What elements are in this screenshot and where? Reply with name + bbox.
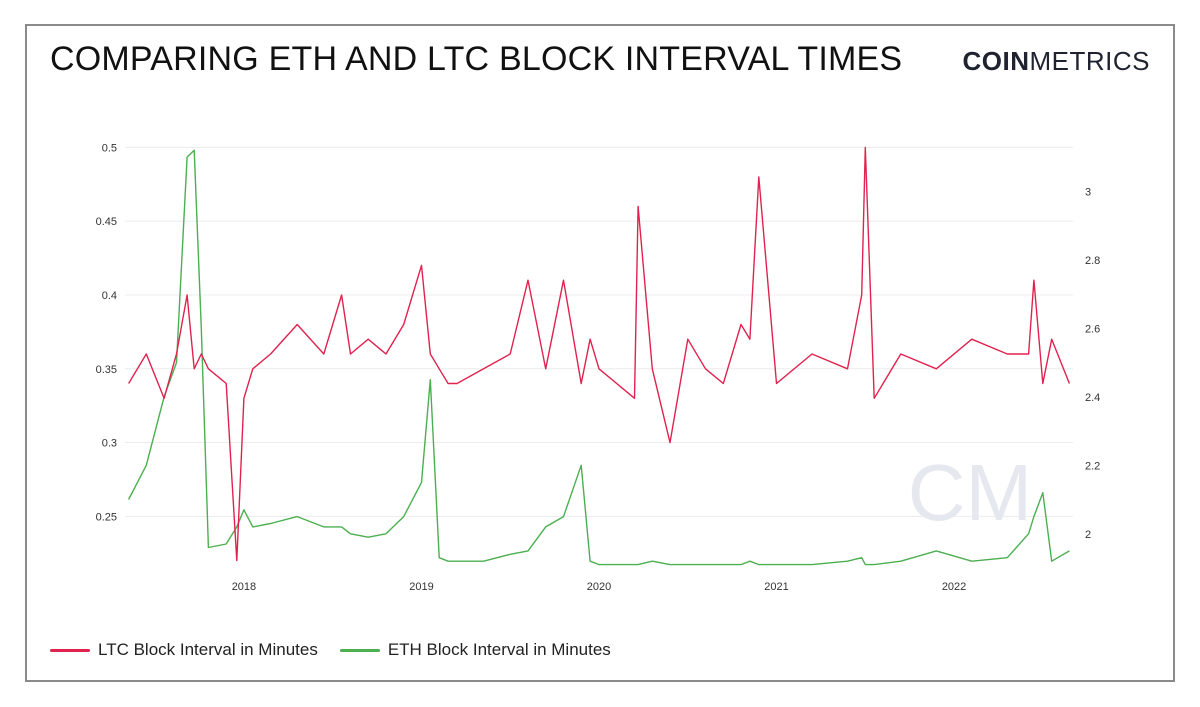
y-left-tick-label: 0.3 (102, 438, 117, 450)
x-tick-label: 2022 (942, 581, 966, 593)
grid-lines (125, 146, 1073, 517)
watermark-logo: CM (908, 448, 1032, 537)
x-tick-label: 2018 (232, 581, 256, 593)
y-axis-right-ticks: 2 2.2 2.4 2.6 2.8 3 (1085, 186, 1100, 540)
x-axis-ticks: 2018 2019 2020 2021 2022 (232, 581, 967, 593)
y-right-tick-label: 2.4 (1085, 392, 1100, 404)
y-right-tick-label: 3 (1085, 186, 1091, 198)
brand-logo-bold: COIN (962, 46, 1030, 76)
x-tick-label: 2019 (409, 581, 433, 593)
ltc-series-line (127, 146, 1071, 562)
eth-line-path (127, 149, 1070, 566)
y-left-tick-label: 0.35 (96, 364, 117, 376)
y-left-tick-label: 0.25 (96, 511, 117, 523)
y-left-tick-label: 0.4 (102, 290, 117, 302)
eth-series-line (127, 149, 1070, 566)
y-right-tick-label: 2.8 (1085, 255, 1100, 267)
y-left-tick-label: 0.45 (96, 216, 117, 228)
y-left-tick-label: 0.5 (102, 142, 117, 154)
y-right-tick-label: 2.2 (1085, 460, 1100, 472)
legend-label-eth: ETH Block Interval in Minutes (387, 640, 611, 659)
y-right-tick-label: 2 (1085, 529, 1091, 541)
chart-frame (25, 24, 1175, 682)
legend-item-ltc[interactable]: LTC Block Interval in Minutes (50, 640, 318, 660)
x-tick-label: 2021 (764, 581, 788, 593)
legend-swatch-ltc (50, 648, 90, 652)
legend-label-ltc: LTC Block Interval in Minutes (98, 640, 318, 659)
brand-logo-light: METRICS (1029, 46, 1150, 76)
page-title: COMPARING ETH AND LTC BLOCK INTERVAL TIM… (50, 40, 903, 78)
ltc-line-path (127, 146, 1071, 562)
legend-swatch-eth (339, 648, 380, 652)
legend-item-eth[interactable]: ETH Block Interval in Minutes (339, 640, 611, 660)
y-right-tick-label: 2.6 (1085, 323, 1100, 335)
y-axis-left-ticks: 0.25 0.3 0.35 0.4 0.45 0.5 (96, 142, 117, 523)
brand-logo: COINMETRICS (963, 46, 1151, 77)
x-tick-label: 2020 (587, 581, 611, 593)
legend: LTC Block Interval in Minutes ETH Block … (50, 640, 611, 660)
